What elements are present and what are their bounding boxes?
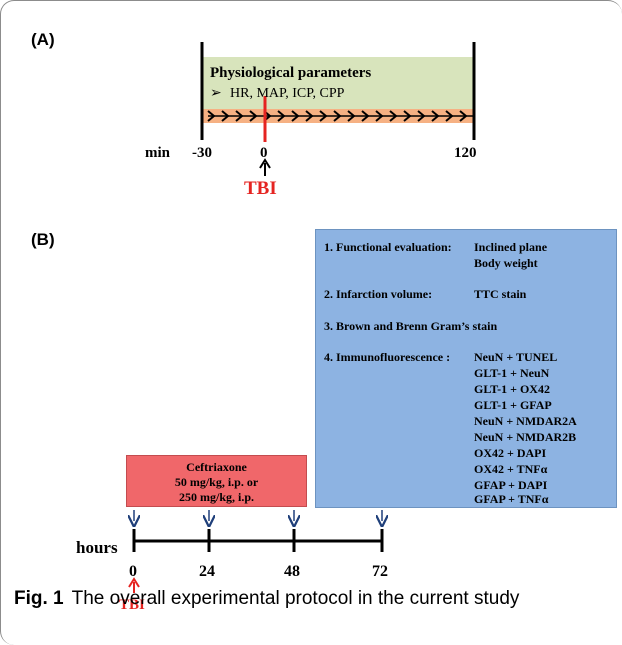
red-arrow-up-icon	[128, 577, 140, 588]
eval-4-item-2: GLT-1 + NeuN	[474, 366, 550, 380]
eval-2-item-1: TTC stain	[474, 287, 527, 301]
hours-axis-label: hours	[76, 538, 118, 557]
eval-4-item-7: OX42 + DAPI	[474, 446, 547, 460]
treatment-dose-2: 250 mg/kg, i.p.	[178, 490, 254, 504]
eval-4-item-4: GLT-1 + GFAP	[474, 398, 552, 412]
tick-minus30: -30	[192, 145, 212, 161]
parameters-bullet: ➢	[210, 86, 222, 101]
eval-4-title: 4. Immunofluorescence :	[324, 350, 451, 364]
treatment-dose-1: 50 mg/kg, i.p. or	[174, 475, 259, 489]
eval-1-item-2: Body weight	[474, 256, 538, 270]
eval-4-item-3: GLT-1 + OX42	[474, 382, 550, 396]
panel-b-label: (B)	[31, 230, 55, 249]
arrow-up-icon	[259, 158, 271, 169]
tbi-label-b: TBI	[119, 597, 145, 613]
treatment-name: Ceftriaxone	[186, 460, 247, 474]
ceftriaxone-box: Ceftriaxone 50 mg/kg, i.p. or 250 mg/kg,…	[126, 455, 307, 507]
min-axis-label: min	[145, 145, 171, 161]
tick-120: 120	[454, 145, 477, 161]
tick-72: 72	[372, 563, 388, 580]
eval-4-item-8: OX42 + TNFα	[474, 462, 548, 476]
parameters-box	[202, 57, 474, 109]
tbi-label-a: TBI	[244, 178, 277, 199]
eval-4-item-5: NeuN + NMDAR2A	[474, 414, 577, 428]
panel-a-label: (A)	[31, 30, 55, 49]
caption-text: The overall experimental protocol in the…	[71, 588, 520, 609]
figure-caption: Fig. 1 The overall experimental protocol …	[14, 588, 519, 610]
tick-0-hours: 0	[129, 563, 137, 580]
parameters-list: HR, MAP, ICP, CPP	[230, 86, 345, 101]
eval-4-item-10: GFAP + TNFα	[474, 492, 549, 506]
eval-1-title: 1. Functional evaluation:	[324, 240, 452, 254]
evaluation-box: 1. Functional evaluation: Inclined plane…	[315, 229, 617, 508]
tick-24: 24	[199, 563, 215, 580]
eval-4-item-1: NeuN + TUNEL	[474, 350, 558, 364]
tick-0-min: 0	[260, 145, 268, 161]
eval-2-title: 2. Infarction volume:	[324, 287, 433, 301]
eval-4-item-6: NeuN + NMDAR2B	[474, 430, 577, 444]
parameters-title: Physiological parameters	[210, 65, 371, 81]
tick-48: 48	[284, 563, 300, 580]
eval-1-item-1: Inclined plane	[474, 240, 548, 254]
eval-4-item-9: GFAP + DAPI	[474, 478, 548, 492]
eval-3-title: 3. Brown and Brenn Gram’s stain	[324, 319, 498, 333]
caption-fig-label: Fig. 1	[14, 588, 64, 609]
